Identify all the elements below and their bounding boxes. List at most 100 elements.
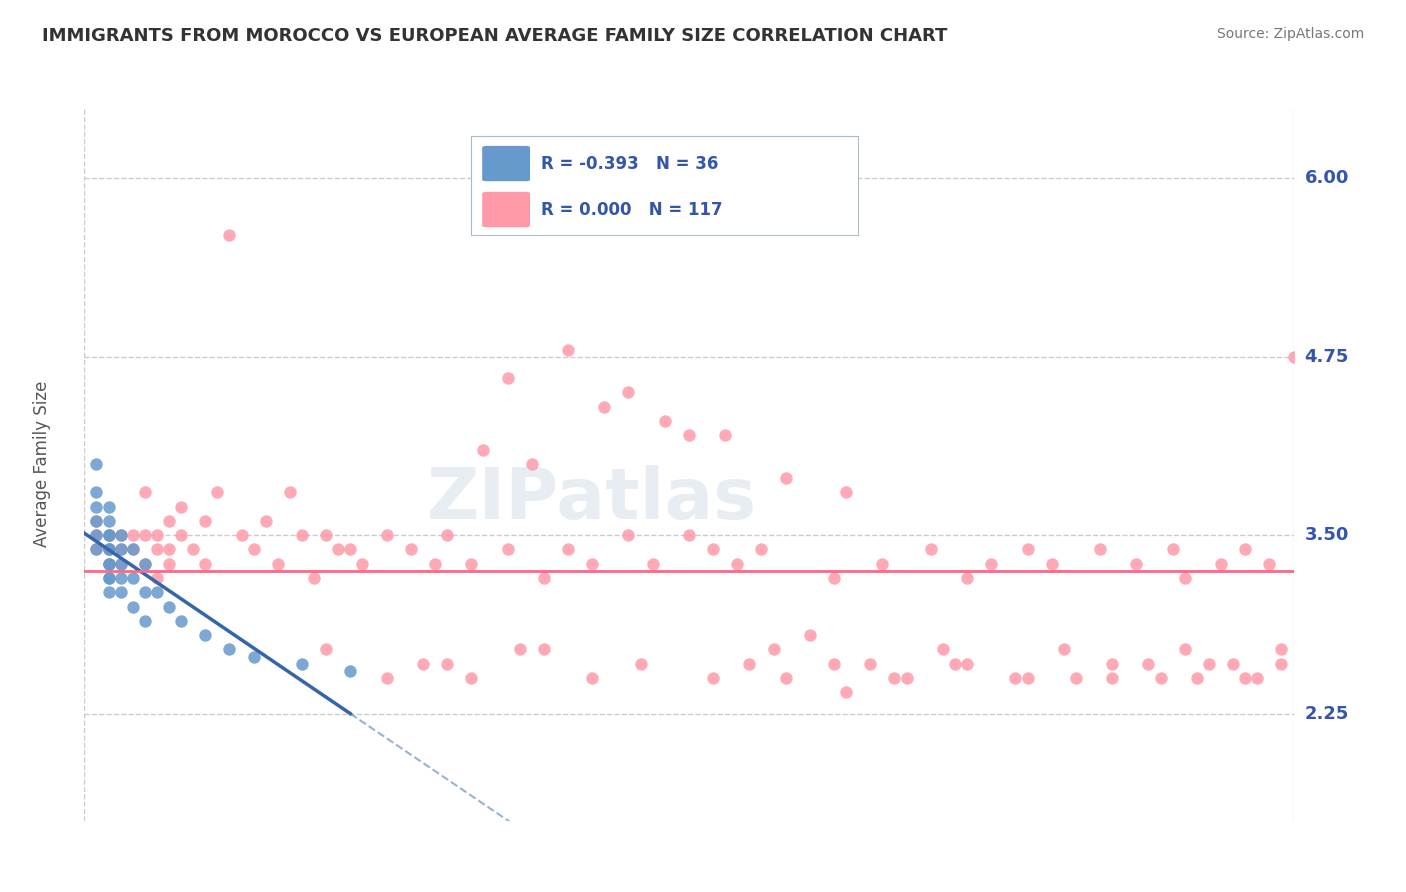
- Point: [533, 571, 555, 585]
- Point: [883, 671, 905, 685]
- Point: [339, 542, 361, 557]
- Point: [641, 557, 664, 571]
- Point: [1053, 642, 1076, 657]
- Point: [799, 628, 821, 642]
- Point: [110, 557, 132, 571]
- Point: [110, 557, 132, 571]
- Point: [1270, 642, 1292, 657]
- Point: [110, 585, 132, 599]
- Point: [1004, 671, 1026, 685]
- Point: [97, 514, 120, 528]
- Point: [472, 442, 495, 457]
- Point: [702, 671, 724, 685]
- Point: [170, 528, 193, 542]
- Point: [86, 514, 108, 528]
- Point: [194, 628, 217, 642]
- Point: [146, 542, 169, 557]
- Point: [181, 542, 204, 557]
- Point: [557, 542, 579, 557]
- Point: [1270, 657, 1292, 671]
- Text: Source: ZipAtlas.com: Source: ZipAtlas.com: [1216, 27, 1364, 41]
- Point: [97, 542, 120, 557]
- Point: [86, 542, 108, 557]
- Point: [170, 614, 193, 628]
- Point: [678, 428, 700, 442]
- Point: [97, 500, 120, 514]
- Point: [97, 528, 120, 542]
- Point: [157, 542, 180, 557]
- Point: [617, 528, 640, 542]
- Point: [86, 500, 108, 514]
- Point: [1101, 671, 1123, 685]
- Point: [1161, 542, 1184, 557]
- Point: [1137, 657, 1160, 671]
- Point: [399, 542, 422, 557]
- Text: 4.75: 4.75: [1305, 348, 1348, 366]
- Point: [134, 557, 156, 571]
- Point: [134, 528, 156, 542]
- Point: [291, 657, 314, 671]
- Point: [86, 528, 108, 542]
- Point: [823, 571, 845, 585]
- Point: [956, 657, 979, 671]
- Point: [520, 457, 543, 471]
- Point: [1101, 657, 1123, 671]
- Point: [86, 485, 108, 500]
- Point: [581, 557, 603, 571]
- Point: [121, 599, 143, 614]
- Point: [835, 685, 858, 699]
- Point: [1040, 557, 1063, 571]
- Text: ZIPatlas: ZIPatlas: [427, 465, 758, 534]
- Point: [110, 528, 132, 542]
- Point: [194, 557, 217, 571]
- Point: [896, 671, 918, 685]
- Point: [134, 557, 156, 571]
- Point: [86, 457, 108, 471]
- Point: [315, 642, 337, 657]
- Point: [121, 542, 143, 557]
- Point: [496, 542, 519, 557]
- Point: [352, 557, 374, 571]
- Point: [110, 528, 132, 542]
- Point: [231, 528, 253, 542]
- Point: [375, 528, 398, 542]
- Text: 3.50: 3.50: [1305, 526, 1348, 544]
- Point: [702, 542, 724, 557]
- Point: [436, 528, 458, 542]
- Point: [339, 664, 361, 678]
- Point: [1209, 557, 1232, 571]
- Point: [412, 657, 434, 671]
- Point: [1064, 671, 1087, 685]
- Point: [157, 599, 180, 614]
- Point: [254, 514, 277, 528]
- Point: [1222, 657, 1244, 671]
- Point: [97, 557, 120, 571]
- Point: [593, 400, 616, 414]
- Point: [302, 571, 325, 585]
- Point: [146, 585, 169, 599]
- Point: [97, 528, 120, 542]
- Point: [460, 557, 482, 571]
- Point: [86, 528, 108, 542]
- Point: [1088, 542, 1111, 557]
- Point: [97, 571, 120, 585]
- Point: [725, 557, 748, 571]
- Point: [242, 542, 264, 557]
- Point: [242, 649, 264, 664]
- Point: [920, 542, 942, 557]
- Point: [738, 657, 761, 671]
- Text: Average Family Size: Average Family Size: [32, 381, 51, 547]
- Point: [194, 514, 217, 528]
- Point: [678, 528, 700, 542]
- Point: [423, 557, 446, 571]
- Point: [956, 571, 979, 585]
- Point: [1198, 657, 1220, 671]
- Point: [86, 542, 108, 557]
- Point: [134, 485, 156, 500]
- Point: [110, 571, 132, 585]
- Point: [509, 642, 531, 657]
- Point: [460, 671, 482, 685]
- Point: [97, 542, 120, 557]
- Text: IMMIGRANTS FROM MOROCCO VS EUROPEAN AVERAGE FAMILY SIZE CORRELATION CHART: IMMIGRANTS FROM MOROCCO VS EUROPEAN AVER…: [42, 27, 948, 45]
- Point: [872, 557, 894, 571]
